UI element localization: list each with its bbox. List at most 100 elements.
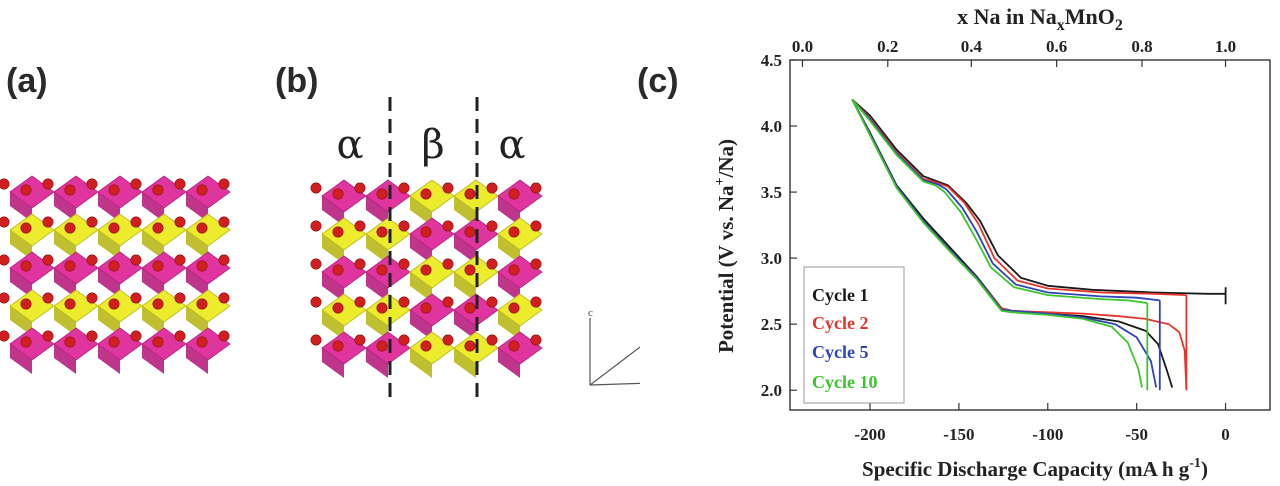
y-axis-title: Potential (V vs. Na+/Na) (713, 139, 738, 353)
b-oxygen-atom (310, 220, 322, 232)
b-oxygen-atom (420, 340, 432, 352)
a-oxygen-atom (0, 330, 10, 342)
b-oxygen-atom (398, 334, 410, 346)
b-octahedron-face (454, 234, 476, 264)
b-octahedron-face (454, 196, 476, 226)
top-tick-label: 0.6 (1046, 37, 1067, 56)
a-oxygen-atom (196, 222, 208, 234)
plot-border (789, 59, 1271, 411)
a-octahedron-face (186, 230, 208, 260)
intergrowth-structure-b (310, 179, 543, 378)
b-oxygen-atom (486, 220, 498, 232)
axis-c-label: c (588, 307, 593, 319)
b-oxygen-atom (354, 258, 366, 270)
a-octahedron-face (186, 306, 208, 336)
b-octahedron-face (366, 196, 388, 226)
a-oxygen-atom (0, 178, 10, 190)
b-oxygen-atom (354, 220, 366, 232)
b-oxygen-atom (332, 302, 344, 314)
b-octahedron-face (322, 234, 344, 264)
b-octahedron-face (410, 234, 432, 264)
b-oxygen-atom (486, 182, 498, 194)
phase-alpha-left: α (336, 122, 363, 168)
a-octahedron-face (186, 268, 208, 298)
a-oxygen-atom (20, 336, 32, 348)
b-oxygen-atom (530, 182, 542, 194)
b-oxygen-atom (464, 340, 476, 352)
panel-a-label: (a) (6, 62, 48, 100)
b-octahedron-face (498, 196, 520, 226)
a-oxygen-atom (218, 330, 230, 342)
a-oxygen-atom (130, 292, 142, 304)
layered-structure-a (0, 175, 231, 374)
x-tick-label: -100 (1032, 425, 1063, 444)
b-octahedron-face (322, 196, 344, 226)
x-tick-label: -200 (854, 425, 885, 444)
a-oxygen-atom (174, 254, 186, 266)
a-oxygen-atom (0, 216, 10, 228)
a-octahedron-face (142, 344, 164, 374)
a-oxygen-atom (174, 216, 186, 228)
a-oxygen-atom (42, 216, 54, 228)
a-octahedron-face (10, 192, 32, 222)
b-octahedron-face (366, 348, 388, 378)
a-oxygen-atom (218, 178, 230, 190)
b-octahedron-face (498, 272, 520, 302)
a-oxygen-atom (64, 222, 76, 234)
panel-b-label: (b) (275, 62, 319, 100)
a-oxygen-atom (108, 298, 120, 310)
b-octahedron-face (454, 272, 476, 302)
b-oxygen-atom (530, 334, 542, 346)
b-octahedron-face (454, 310, 476, 340)
b-oxygen-atom (486, 334, 498, 346)
b-oxygen-atom (442, 296, 454, 308)
b-oxygen-atom (398, 296, 410, 308)
a-octahedron-face (98, 306, 120, 336)
x-axis-title: Specific Discharge Capacity (mA h g-1) (862, 456, 1208, 481)
b-oxygen-atom (464, 264, 476, 276)
a-oxygen-atom (130, 216, 142, 228)
b-octahedron-face (366, 272, 388, 302)
legend-item-cycle-10: Cycle 10 (812, 372, 877, 392)
b-oxygen-atom (376, 264, 388, 276)
b-oxygen-atom (508, 188, 520, 200)
b-oxygen-atom (442, 182, 454, 194)
b-octahedron-face (498, 348, 520, 378)
a-octahedron-face (54, 192, 76, 222)
b-octahedron-face (498, 234, 520, 264)
a-oxygen-atom (64, 336, 76, 348)
a-oxygen-atom (152, 298, 164, 310)
a-octahedron-face (98, 268, 120, 298)
a-oxygen-atom (20, 260, 32, 272)
a-oxygen-atom (42, 292, 54, 304)
a-octahedron-face (142, 306, 164, 336)
b-oxygen-atom (420, 188, 432, 200)
a-oxygen-atom (174, 178, 186, 190)
b-oxygen-atom (442, 220, 454, 232)
b-oxygen-atom (332, 264, 344, 276)
b-oxygen-atom (508, 302, 520, 314)
b-oxygen-atom (420, 226, 432, 238)
series-cycle-5-charge (851, 98, 1160, 302)
b-oxygen-atom (332, 226, 344, 238)
b-oxygen-atom (310, 334, 322, 346)
b-octahedron-face (498, 310, 520, 340)
y-tick-label: 3.5 (761, 183, 782, 202)
b-oxygen-atom (486, 258, 498, 270)
a-octahedron-face (10, 306, 32, 336)
legend: Cycle 1 Cycle 2 Cycle 5 Cycle 10 (803, 266, 905, 404)
phase-alpha-right: α (498, 122, 525, 168)
a-oxygen-atom (174, 292, 186, 304)
b-oxygen-atom (530, 220, 542, 232)
b-oxygen-atom (376, 302, 388, 314)
a-octahedron-face (186, 344, 208, 374)
b-oxygen-atom (530, 258, 542, 270)
a-oxygen-atom (86, 292, 98, 304)
b-oxygen-atom (332, 188, 344, 200)
b-oxygen-atom (530, 296, 542, 308)
a-oxygen-atom (218, 254, 230, 266)
a-oxygen-atom (108, 222, 120, 234)
b-oxygen-atom (376, 226, 388, 238)
b-oxygen-atom (508, 226, 520, 238)
